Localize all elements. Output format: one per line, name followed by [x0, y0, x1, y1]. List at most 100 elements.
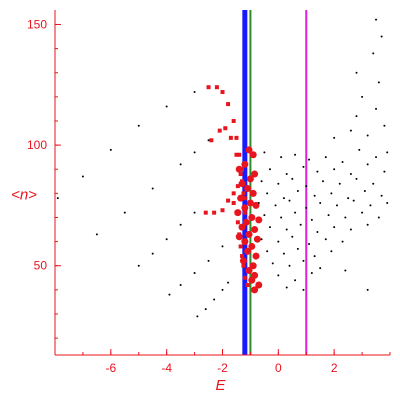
data-point	[168, 293, 171, 296]
data-point	[271, 262, 274, 265]
data-point	[322, 180, 324, 183]
data-point	[123, 211, 126, 214]
data-point	[285, 286, 288, 289]
data-point	[338, 182, 341, 185]
data-point	[165, 238, 168, 241]
vertical-lines	[242, 10, 308, 355]
data-point	[344, 216, 347, 219]
data-point	[235, 220, 240, 225]
data-point	[238, 223, 246, 231]
data-point	[369, 204, 372, 207]
data-point	[319, 267, 322, 270]
data-point	[239, 257, 247, 265]
data-point	[137, 124, 140, 127]
data-point	[380, 35, 383, 38]
data-point	[241, 238, 249, 246]
x-tick-label: 0	[275, 361, 282, 375]
data-point	[366, 288, 369, 291]
data-point	[179, 223, 182, 226]
data-point	[226, 102, 231, 107]
data-point	[319, 202, 322, 205]
data-point	[223, 126, 228, 131]
data-point	[308, 243, 311, 246]
data-point	[330, 192, 333, 195]
data-point	[242, 218, 250, 226]
data-point	[366, 223, 369, 226]
data-point	[221, 245, 224, 248]
data-point	[355, 71, 358, 74]
data-point	[246, 199, 254, 207]
data-point	[238, 244, 243, 249]
data-point	[274, 204, 277, 207]
data-point	[302, 288, 305, 291]
data-point	[253, 235, 261, 243]
data-point	[241, 263, 246, 268]
data-point	[282, 197, 285, 200]
data-point	[220, 90, 225, 95]
data-point	[288, 199, 291, 202]
data-point	[313, 255, 316, 258]
data-point	[95, 233, 98, 236]
data-point	[355, 115, 358, 118]
data-point	[242, 196, 247, 201]
data-point	[206, 85, 211, 90]
data-point	[268, 168, 271, 171]
data-point	[244, 247, 252, 255]
data-point	[249, 189, 257, 197]
data-point	[231, 118, 236, 123]
data-point	[277, 182, 280, 185]
data-point	[238, 180, 246, 188]
data-point	[235, 233, 243, 241]
data-point	[344, 269, 347, 272]
data-point	[333, 226, 336, 229]
data-point	[193, 91, 196, 94]
data-point	[372, 52, 375, 55]
data-point	[296, 189, 299, 192]
data-point	[324, 156, 327, 159]
data-point	[204, 308, 207, 311]
x-tick-label: -2	[217, 361, 228, 375]
y-tick-label: 50	[34, 259, 48, 273]
data-point	[316, 230, 319, 233]
data-point	[214, 85, 219, 90]
data-point	[231, 201, 236, 206]
data-point	[241, 191, 246, 196]
data-point	[109, 148, 112, 151]
data-point	[207, 259, 210, 262]
data-point	[349, 129, 352, 132]
data-point	[375, 18, 378, 21]
data-point	[330, 250, 333, 253]
data-point	[251, 170, 259, 178]
data-point	[193, 151, 196, 154]
ticks: -6 -4 -2 0 2 50 100 150	[27, 17, 391, 375]
data-point	[221, 288, 224, 291]
data-point	[335, 204, 338, 207]
data-points	[56, 18, 389, 318]
data-point	[316, 170, 319, 173]
data-point	[245, 267, 253, 275]
data-point	[327, 214, 330, 217]
data-point	[248, 213, 256, 221]
data-point	[280, 216, 283, 219]
data-point	[245, 283, 250, 288]
data-point	[302, 259, 305, 262]
data-point	[226, 198, 231, 203]
data-point	[305, 206, 308, 209]
data-point	[213, 298, 216, 301]
axes	[54, 10, 390, 356]
data-point	[251, 286, 259, 294]
data-point	[266, 250, 269, 253]
data-point	[280, 156, 283, 159]
data-point	[277, 240, 280, 243]
data-point	[246, 175, 254, 183]
data-point	[252, 252, 260, 260]
data-point	[207, 139, 210, 142]
data-point	[383, 170, 386, 173]
y-tick-label: 150	[27, 17, 47, 31]
data-point	[235, 184, 240, 189]
data-point	[375, 156, 378, 159]
data-point	[234, 135, 239, 140]
data-point	[137, 264, 140, 267]
data-point	[249, 262, 257, 270]
